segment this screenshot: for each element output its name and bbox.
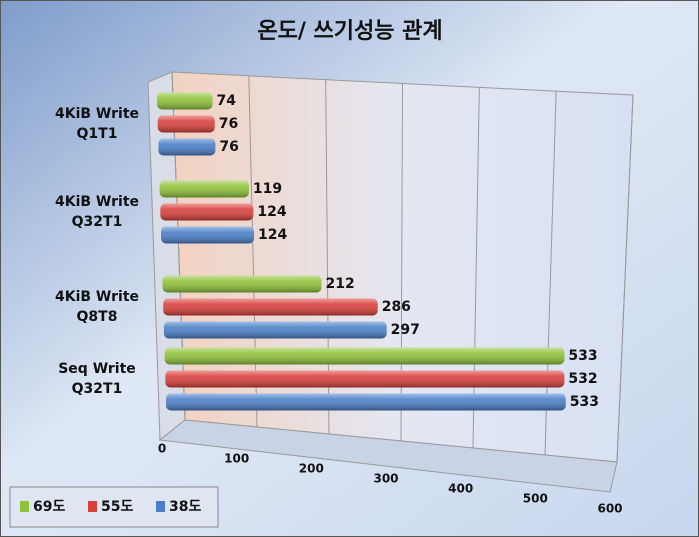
bar-shade <box>157 92 213 110</box>
bar-shade <box>162 275 322 293</box>
legend-box <box>9 486 219 528</box>
bar-shade <box>159 180 249 198</box>
legend-label: 55도 <box>101 499 133 515</box>
x-tick-label: 100 <box>224 452 249 466</box>
value-label: 286 <box>382 299 411 315</box>
legend-label: 38도 <box>169 499 201 515</box>
value-label: 297 <box>391 322 420 338</box>
x-tick-label: 500 <box>523 492 548 506</box>
value-label: 124 <box>257 204 286 220</box>
bar-shade <box>161 226 255 244</box>
legend-swatch <box>156 501 165 512</box>
bar-shade <box>157 115 215 133</box>
value-label: 119 <box>253 181 282 197</box>
y-tick-label: 4KiB Write Q1T1 <box>54 106 140 142</box>
bar-shade <box>164 347 565 365</box>
value-label: 124 <box>258 227 287 243</box>
grid-line <box>248 75 258 428</box>
x-tick-label: 600 <box>597 502 622 516</box>
y-tick-label: 4KiB Write Q32T1 <box>54 194 140 230</box>
legend-label: 69도 <box>33 499 65 515</box>
legend-swatch <box>20 501 29 512</box>
bar-shade <box>166 393 566 411</box>
y-tick-label: 4KiB Write Q8T8 <box>54 289 140 325</box>
value-label: 533 <box>570 394 599 410</box>
value-label: 76 <box>219 139 238 155</box>
value-label: 533 <box>568 348 597 364</box>
x-tick-label: 200 <box>299 462 324 476</box>
x-tick-label: 400 <box>448 482 473 496</box>
bar-shade <box>163 298 378 316</box>
value-label: 212 <box>326 276 355 292</box>
y-tick-label: Seq Write Q32T1 <box>58 361 136 397</box>
value-label: 74 <box>217 93 237 109</box>
bar-shade <box>160 203 254 221</box>
x-tick-label: 300 <box>373 472 398 486</box>
grid-line <box>616 94 634 463</box>
grid-line <box>472 87 480 449</box>
value-label: 532 <box>568 371 597 387</box>
value-label: 76 <box>219 116 238 132</box>
chart-title: 온도/ 쓰기성능 관계 <box>257 19 442 44</box>
bar-shade <box>165 370 565 388</box>
bar-shade <box>158 138 216 156</box>
x-tick-label: 0 <box>158 442 166 456</box>
legend-swatch <box>88 501 97 512</box>
bar-shade <box>163 321 387 339</box>
